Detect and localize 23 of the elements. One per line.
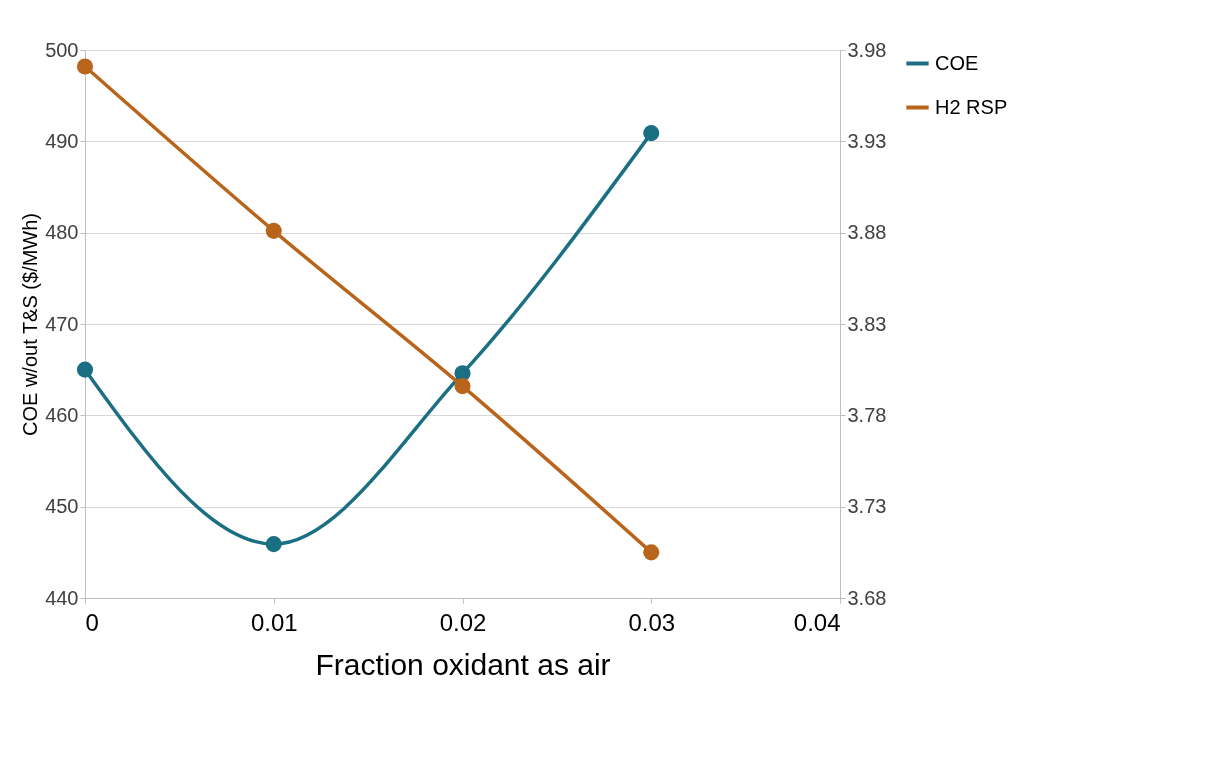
y2-tick-label: 3.73 — [847, 495, 887, 518]
y2-tick-label: 3.68 — [847, 586, 887, 609]
y-tick-label: 450 — [45, 495, 79, 518]
legend-label: H2 RSP — [935, 95, 1008, 118]
y-tick-label: 490 — [45, 129, 79, 152]
x-tick-label: 0.02 — [439, 608, 487, 636]
y2-tick-label: 3.83 — [847, 312, 887, 335]
x-tick-label: 0 — [85, 608, 99, 636]
x-axis-title: Fraction oxidant as air — [315, 647, 611, 681]
x-tick-label: 0.04 — [793, 608, 841, 636]
x-tick-label: 0.01 — [250, 608, 298, 636]
y-tick-label: 460 — [45, 403, 79, 426]
y2-tick-label: 3.93 — [847, 129, 887, 152]
y-axis-title: COE w/out T&S ($/MWh) — [19, 212, 42, 437]
y2-tick-label: 3.78 — [847, 403, 887, 426]
y-tick-label: 440 — [45, 586, 79, 609]
y2-tick-label: 3.98 — [847, 38, 887, 61]
y-tick-label: 480 — [45, 221, 79, 244]
y-tick-label: 470 — [45, 312, 79, 335]
y-tick-label: 500 — [45, 38, 79, 61]
legend-label: COE — [935, 51, 979, 74]
y2-tick-label: 3.88 — [847, 221, 887, 244]
x-tick-label: 0.03 — [628, 608, 676, 636]
